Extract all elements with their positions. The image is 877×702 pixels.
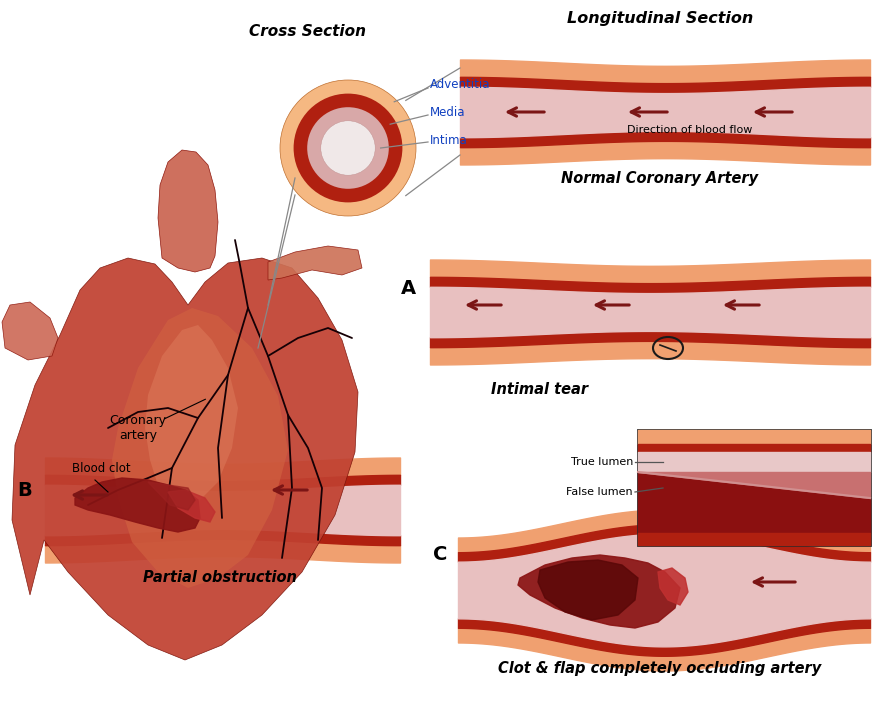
Text: Longitudinal Section: Longitudinal Section <box>567 11 752 25</box>
Polygon shape <box>168 490 215 522</box>
Text: Clot & flap completely occluding artery: Clot & flap completely occluding artery <box>498 661 821 675</box>
Text: Media: Media <box>430 107 465 119</box>
Polygon shape <box>148 482 195 510</box>
Text: True lumen: True lumen <box>570 457 632 467</box>
Text: A: A <box>400 279 415 298</box>
Text: Intimal tear: Intimal tear <box>491 383 588 397</box>
Polygon shape <box>2 302 58 360</box>
Text: Partial obstruction: Partial obstruction <box>143 571 296 585</box>
Text: C: C <box>432 545 446 564</box>
Polygon shape <box>657 568 688 605</box>
Polygon shape <box>12 258 358 660</box>
Text: False lumen: False lumen <box>566 487 632 497</box>
Polygon shape <box>75 478 200 532</box>
Polygon shape <box>145 325 238 508</box>
Text: Cross Section: Cross Section <box>249 25 366 39</box>
Circle shape <box>293 93 402 202</box>
Text: B: B <box>18 480 32 500</box>
Text: Normal Coronary Artery: Normal Coronary Artery <box>560 171 758 185</box>
Text: Blood clot: Blood clot <box>72 462 131 475</box>
Text: Direction of blood flow: Direction of blood flow <box>626 125 752 135</box>
Text: Adventitia: Adventitia <box>430 79 490 91</box>
Text: Intima: Intima <box>430 133 467 147</box>
Polygon shape <box>267 246 361 280</box>
Polygon shape <box>158 150 217 272</box>
Text: Coronary
artery: Coronary artery <box>110 414 167 442</box>
Circle shape <box>280 80 416 216</box>
Polygon shape <box>538 560 638 620</box>
Circle shape <box>307 107 389 189</box>
FancyBboxPatch shape <box>638 430 869 545</box>
Polygon shape <box>517 555 679 628</box>
Polygon shape <box>112 308 288 588</box>
Circle shape <box>320 121 374 176</box>
